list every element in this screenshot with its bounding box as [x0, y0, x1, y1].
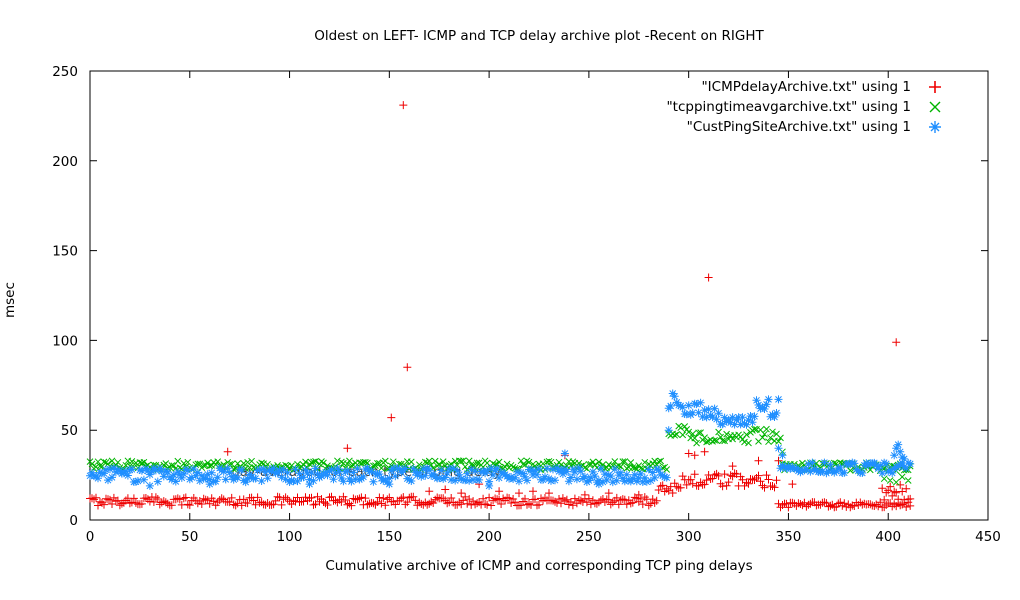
x-tick-label: 50 — [181, 529, 198, 545]
x-tick-label: 100 — [277, 529, 303, 545]
x-tick-label: 400 — [875, 529, 901, 545]
y-axis-label: msec — [2, 282, 18, 318]
y-tick-label: 100 — [52, 333, 78, 349]
asterisk-marker-icon — [929, 121, 941, 133]
legend-label-tcp: "tcppingtimeavgarchive.txt" using 1 — [666, 99, 911, 115]
series-asterisk-points — [86, 389, 915, 490]
x-tick-label: 300 — [676, 529, 702, 545]
plus-marker-icon — [929, 81, 941, 93]
chart-title: Oldest on LEFT- ICMP and TCP delay archi… — [314, 28, 764, 44]
legend-label-icmp: "ICMPdelayArchive.txt" using 1 — [701, 79, 911, 95]
x-axis-label: Cumulative archive of ICMP and correspon… — [325, 558, 753, 574]
legend: "ICMPdelayArchive.txt" using 1 "tcppingt… — [666, 77, 945, 137]
x-tick-label: 0 — [86, 529, 95, 545]
y-tick-label: 200 — [52, 154, 78, 170]
axis-frame — [89, 70, 989, 521]
legend-label-custpingsite: "CustPingSiteArchive.txt" using 1 — [686, 119, 911, 135]
x-tick-label: 150 — [376, 529, 402, 545]
legend-entry-custpingsite: "CustPingSiteArchive.txt" using 1 — [666, 117, 945, 137]
x-tick-label: 200 — [476, 529, 502, 545]
x-tick-label: 350 — [776, 529, 802, 545]
series-plus-points — [86, 101, 915, 512]
y-tick-label: 250 — [52, 64, 78, 80]
cross-marker-icon — [929, 101, 941, 113]
y-tick-label: 0 — [69, 513, 78, 529]
legend-entry-tcp: "tcppingtimeavgarchive.txt" using 1 — [666, 97, 945, 117]
y-tick-label: 150 — [52, 244, 78, 260]
x-tick-label: 450 — [975, 529, 1001, 545]
legend-entry-icmp: "ICMPdelayArchive.txt" using 1 — [666, 77, 945, 97]
tick-marks — [89, 70, 989, 521]
y-tick-label: 50 — [61, 423, 78, 439]
x-tick-label: 250 — [576, 529, 602, 545]
